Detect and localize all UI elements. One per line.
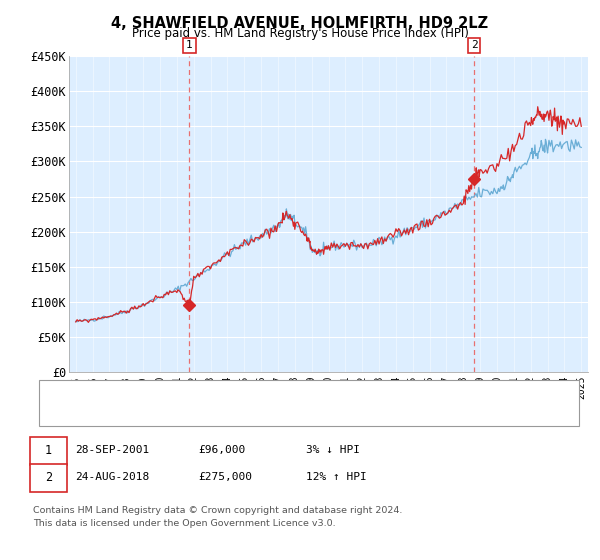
Text: HPI: Average price, detached house, Kirklees: HPI: Average price, detached house, Kirk…	[94, 407, 369, 417]
Text: 12% ↑ HPI: 12% ↑ HPI	[306, 472, 367, 482]
Text: Contains HM Land Registry data © Crown copyright and database right 2024.: Contains HM Land Registry data © Crown c…	[33, 506, 403, 515]
Text: 3% ↓ HPI: 3% ↓ HPI	[306, 445, 360, 455]
Text: 4, SHAWFIELD AVENUE, HOLMFIRTH, HD9 2LZ: 4, SHAWFIELD AVENUE, HOLMFIRTH, HD9 2LZ	[112, 16, 488, 31]
Text: 1: 1	[45, 444, 52, 457]
Text: 1: 1	[186, 40, 193, 50]
Text: 24-AUG-2018: 24-AUG-2018	[75, 472, 149, 482]
Text: This data is licensed under the Open Government Licence v3.0.: This data is licensed under the Open Gov…	[33, 519, 335, 528]
Text: Price paid vs. HM Land Registry's House Price Index (HPI): Price paid vs. HM Land Registry's House …	[131, 27, 469, 40]
Text: 28-SEP-2001: 28-SEP-2001	[75, 445, 149, 455]
Text: 2: 2	[45, 470, 52, 484]
Text: £96,000: £96,000	[198, 445, 245, 455]
Text: 2: 2	[471, 40, 478, 50]
Text: £275,000: £275,000	[198, 472, 252, 482]
Text: 4, SHAWFIELD AVENUE, HOLMFIRTH, HD9 2LZ (detached house): 4, SHAWFIELD AVENUE, HOLMFIRTH, HD9 2LZ …	[94, 388, 444, 398]
